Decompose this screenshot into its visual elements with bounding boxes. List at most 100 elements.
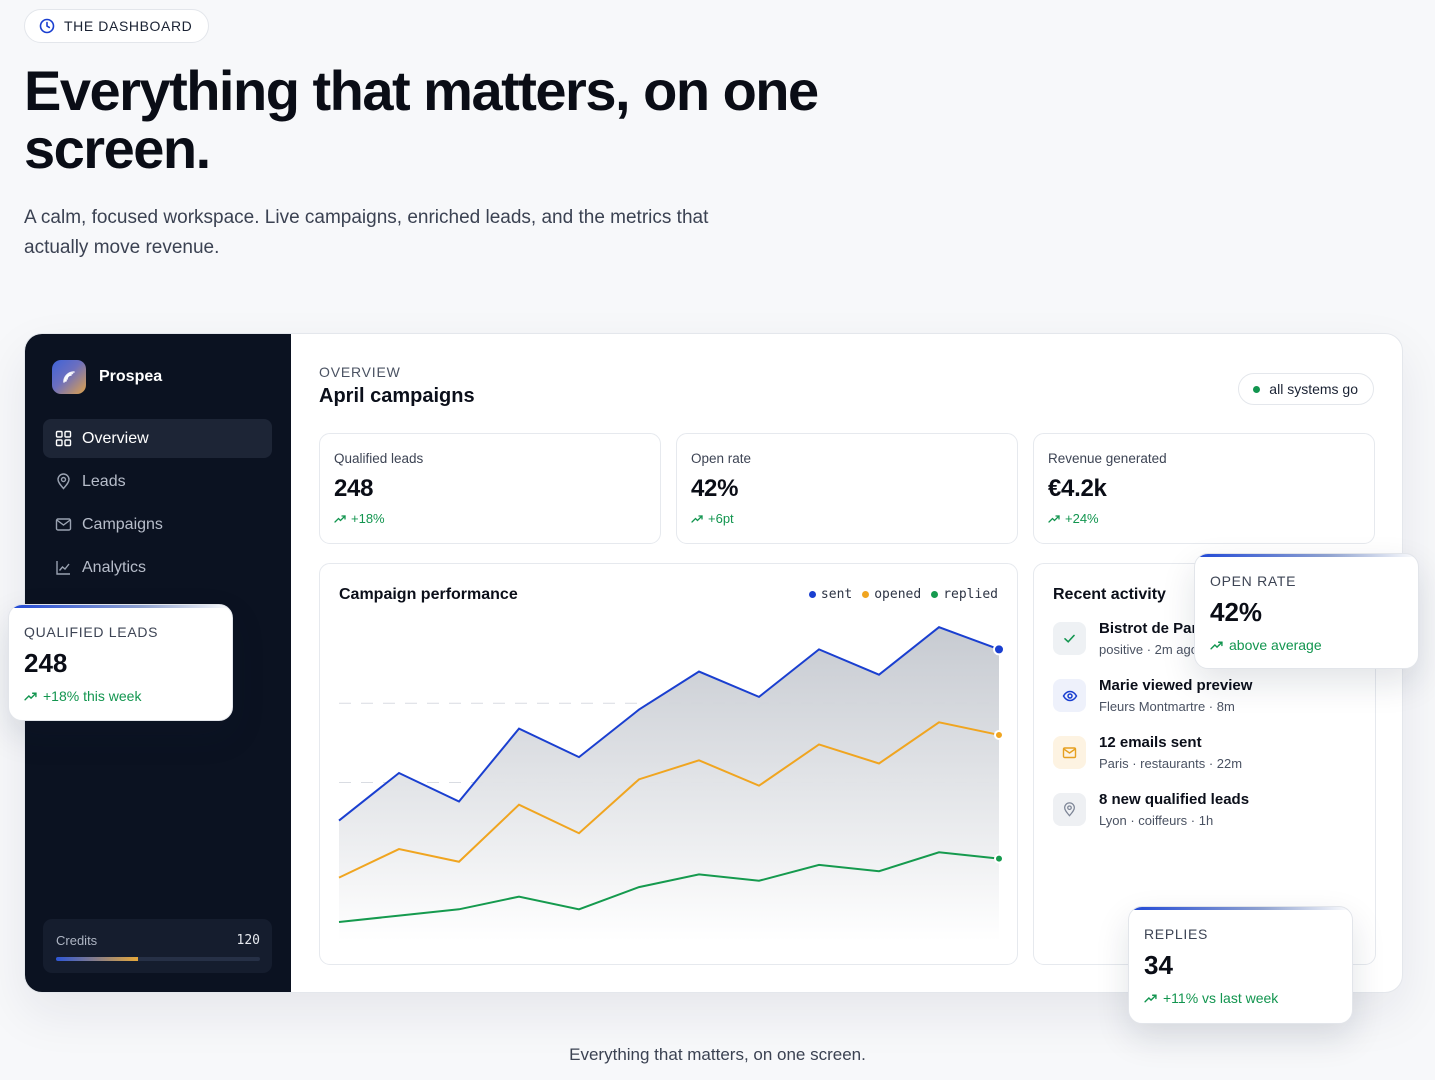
kpi-delta-value: +6pt	[708, 511, 734, 526]
hero-subtitle: A calm, focused workspace. Live campaign…	[24, 207, 709, 258]
trend-up-icon	[1144, 994, 1157, 1002]
activity-title-text: Marie viewed preview	[1099, 677, 1253, 694]
float-delta-text: +18% this week	[43, 688, 142, 704]
sidebar-item-analytics[interactable]: Analytics	[43, 548, 272, 587]
kpi-label: Revenue generated	[1048, 451, 1167, 466]
mail-icon	[1053, 736, 1086, 769]
kpi-card-open-rate[interactable]: Open rate 42% +6pt	[676, 433, 1018, 544]
floating-card-qualified-leads: QUALIFIED LEADS 248 +18% this week	[8, 604, 233, 721]
status-dot-icon	[1253, 385, 1261, 393]
legend-label: opened	[874, 587, 922, 602]
section-badge: THE DASHBOARD	[24, 9, 210, 43]
series-end-point-opened[interactable]	[994, 729, 1004, 740]
legend-item-opened[interactable]: opened	[862, 587, 921, 602]
kpi-label: Qualified leads	[334, 451, 424, 466]
float-label: OPEN RATE	[1210, 573, 1297, 589]
legend-dot-icon	[808, 591, 816, 598]
clock-icon	[39, 18, 55, 34]
sidebar-nav: Overview Leads Campaigns Analytics	[43, 419, 272, 591]
trend-up-icon	[1048, 514, 1060, 523]
pin-icon	[1053, 793, 1086, 826]
float-value: 248	[24, 648, 68, 678]
kpi-label: Open rate	[691, 451, 752, 466]
grid-icon	[55, 430, 72, 447]
sidebar-item-campaigns[interactable]: Campaigns	[43, 505, 272, 544]
kpi-value: €4.2k	[1048, 475, 1107, 502]
float-value: 34	[1144, 950, 1173, 980]
kpi-card-revenue[interactable]: Revenue generated €4.2k +24%	[1033, 433, 1375, 544]
eye-icon	[1053, 679, 1086, 712]
chart-title: Campaign performance	[339, 586, 518, 603]
section-badge-label: THE DASHBOARD	[64, 18, 193, 34]
sidebar-item-overview[interactable]: Overview	[43, 419, 272, 458]
sidebar-item-label: Campaigns	[82, 515, 163, 533]
activity-item[interactable]: 12 emails sent Paris · restaurants · 22m	[1053, 734, 1263, 791]
kpi-value: 42%	[691, 475, 739, 502]
trend-up-icon	[691, 514, 703, 523]
activity-item[interactable]: 8 new qualified leads Lyon · coiffeurs ·…	[1053, 791, 1263, 848]
series-line-sent	[338, 626, 1000, 822]
page-title: April campaigns	[319, 385, 475, 407]
credits-label: Credits	[56, 933, 98, 948]
kpi-delta: +6pt	[691, 511, 1003, 526]
float-delta: +18% this week	[24, 688, 217, 704]
activity-meta: positive · 2m ago	[1099, 642, 1198, 657]
activity-meta: Lyon · coiffeurs · 1h	[1099, 813, 1214, 828]
status-label: all systems go	[1269, 381, 1358, 397]
legend-item-replied[interactable]: replied	[931, 587, 998, 602]
credits-value: 120	[236, 933, 260, 948]
kpi-delta: +24%	[1048, 511, 1360, 526]
series-line-replied	[338, 851, 1000, 923]
trend-up-icon	[334, 514, 346, 523]
float-label: QUALIFIED LEADS	[24, 624, 159, 640]
activity-title-text: 12 emails sent	[1099, 734, 1202, 751]
trend-up-icon	[1210, 641, 1223, 649]
kpi-value: 248	[334, 475, 374, 502]
float-delta-text: +11% vs last week	[1163, 990, 1279, 1006]
overview-eyebrow: OVERVIEW	[319, 364, 401, 380]
float-value: 42%	[1210, 597, 1263, 627]
legend-item-sent[interactable]: sent	[808, 587, 853, 602]
credits-meter: Credits 120	[43, 919, 272, 973]
campaign-performance-card: Campaign performance sent opened replied	[319, 563, 1018, 965]
float-delta: above average	[1210, 637, 1403, 653]
caption: Everything that matters, on one screen.	[569, 1045, 866, 1064]
float-delta-text: above average	[1229, 637, 1322, 653]
credits-progress-fill	[56, 957, 138, 961]
kpi-card-qualified-leads[interactable]: Qualified leads 248 +18%	[319, 433, 661, 544]
check-icon	[1053, 622, 1086, 655]
credits-progress-bar	[56, 957, 260, 961]
legend-dot-icon	[931, 591, 939, 598]
sidebar-item-leads[interactable]: Leads	[43, 462, 272, 501]
status-badge[interactable]: all systems go	[1238, 373, 1374, 405]
sidebar-item-label: Overview	[82, 429, 149, 447]
activity-title-text: 8 new qualified leads	[1099, 791, 1250, 808]
series-line-opened	[338, 721, 1000, 879]
kpi-delta-value: +18%	[351, 511, 385, 526]
kpi-delta: +18%	[334, 511, 646, 526]
activity-meta: Fleurs Montmartre · 8m	[1099, 699, 1235, 714]
float-label: REPLIES	[1144, 926, 1209, 942]
legend-label: sent	[820, 587, 853, 602]
series-end-point-replied[interactable]	[994, 853, 1004, 864]
area-fill-sent	[339, 627, 999, 941]
dashboard-preview: Prospea Overview Leads Campaigns	[24, 333, 1403, 993]
activity-item[interactable]: Marie viewed preview Fleurs Montmartre ·…	[1053, 677, 1263, 734]
legend-dot-icon	[862, 591, 870, 598]
kpi-row: Qualified leads 248 +18% Open rate 42% +…	[319, 433, 1375, 544]
brand[interactable]: Prospea	[52, 360, 162, 394]
main-content: OVERVIEW April campaigns all systems go …	[291, 334, 1402, 992]
brand-name: Prospea	[99, 368, 163, 385]
campaign-performance-chart	[338, 626, 1005, 941]
mail-icon	[55, 518, 72, 531]
pin-icon	[57, 473, 70, 490]
floating-card-replies: REPLIES 34 +11% vs last week	[1128, 906, 1353, 1024]
floating-card-open-rate: OPEN RATE 42% above average	[1194, 553, 1419, 669]
chart-icon	[56, 561, 70, 575]
sidebar-item-label: Leads	[82, 472, 126, 490]
kpi-delta-value: +24%	[1065, 511, 1099, 526]
series-end-point-sent[interactable]	[993, 643, 1005, 656]
legend-label: replied	[943, 587, 998, 602]
activity-meta: Paris · restaurants · 22m	[1099, 756, 1243, 771]
sidebar-item-label: Analytics	[82, 558, 147, 576]
